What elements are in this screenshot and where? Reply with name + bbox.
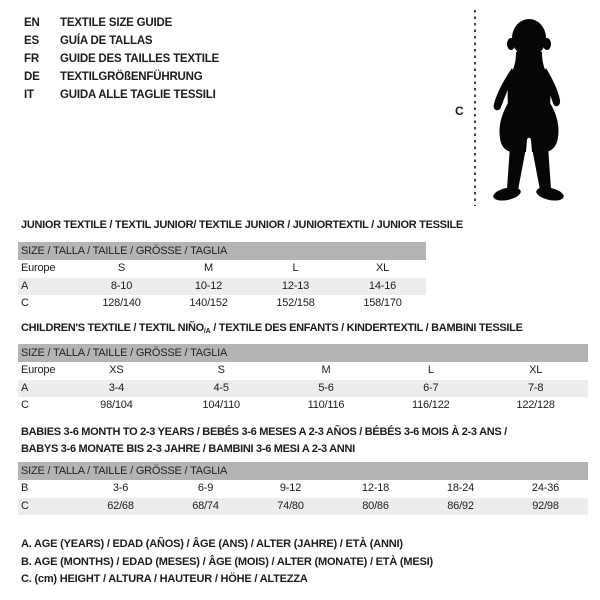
- language-code: ES: [24, 35, 39, 47]
- table-cell: 92/98: [532, 499, 559, 512]
- table-cell: XS: [109, 364, 124, 376]
- babies-title-line1: BABIES 3-6 MONTH TO 2-3 YEARS / BEBÉS 3-…: [21, 426, 507, 438]
- language-code: DE: [24, 71, 40, 83]
- legend-line-b: B. AGE (MONTHS) / EDAD (MESES) / ÂGE (MO…: [21, 555, 433, 568]
- language-row-de: DE TEXTILGRÖßENFÜHRUNG: [24, 68, 219, 86]
- table-row: Europe XS S M L XL: [18, 362, 588, 380]
- language-code: EN: [24, 17, 40, 29]
- table-cell: 10-12: [194, 279, 223, 292]
- table-cell: XL: [529, 364, 543, 376]
- table-cell: L: [292, 262, 299, 274]
- table-cell: 7-8: [527, 381, 544, 394]
- babies-size-table: SIZE / TALLA / TAILLE / GRÖSSE / TAGLIA …: [18, 462, 588, 515]
- table-row: Europe S M L XL: [18, 260, 426, 278]
- children-title-part: CHILDREN'S TEXTILE / TEXTIL NIÑO: [21, 322, 204, 334]
- row-label: C: [21, 297, 29, 309]
- table-row: C 98/104 104/110 110/116 116/122 122/128: [18, 397, 588, 415]
- language-label: TEXTILE SIZE GUIDE: [60, 17, 173, 29]
- table-cell: 3-6: [112, 482, 129, 494]
- table-cell: 6-7: [423, 381, 439, 394]
- baby-figure-block: C: [452, 6, 596, 210]
- legend: A. AGE (YEARS) / EDAD (AÑOS) / ÂGE (ANS)…: [21, 536, 433, 589]
- table-row: C 128/140 140/152 152/158 158/170: [18, 295, 426, 313]
- table-row: B 3-6 6-9 9-12 12-18 18-24 24-36: [18, 480, 588, 498]
- language-list: EN TEXTILE SIZE GUIDE ES GUÍA DE TALLAS …: [24, 14, 219, 104]
- language-row-en: EN TEXTILE SIZE GUIDE: [24, 14, 219, 32]
- table-cell: 110/116: [307, 399, 345, 411]
- babies-section-title: BABIES 3-6 MONTH TO 2-3 YEARS / BEBÉS 3-…: [21, 424, 507, 458]
- height-measure-label: C: [455, 104, 464, 118]
- table-cell: 68/74: [192, 499, 219, 512]
- table-cell: 158/170: [363, 297, 402, 309]
- table-cell: 4-5: [213, 381, 230, 394]
- table-cell: 18-24: [446, 482, 475, 494]
- table-cell: 98/104: [100, 399, 133, 411]
- babies-title-line2: BABYS 3-6 MONATE BIS 2-3 JAHRE / BAMBINI…: [21, 443, 355, 455]
- table-cell: 62/68: [107, 499, 134, 512]
- table-cell: 86/92: [447, 499, 474, 512]
- table-cell: 80/86: [362, 499, 389, 512]
- table-cell: 6-9: [197, 482, 214, 494]
- row-label: Europe: [21, 262, 56, 274]
- junior-section-title: JUNIOR TEXTILE / TEXTIL JUNIOR/ TEXTILE …: [21, 219, 463, 231]
- height-dashed-line: [474, 10, 476, 206]
- language-row-it: IT GUIDA ALLE TAGLIE TESSILI: [24, 86, 219, 104]
- table-cell: M: [204, 262, 213, 274]
- table-cell: 104/110: [202, 399, 240, 411]
- table-cell: 3-4: [108, 381, 125, 394]
- table-row: C 62/68 68/74 74/80 80/86 86/92 92/98: [18, 497, 588, 515]
- children-section-title: CHILDREN'S TEXTILE / TEXTIL NIÑO/A / TEX…: [21, 320, 523, 340]
- table-cell: L: [427, 364, 434, 376]
- table-cell: 122/128: [516, 399, 555, 411]
- row-label: B: [21, 482, 29, 494]
- table-cell: 9-12: [279, 482, 302, 494]
- legend-line-c: C. (cm) HEIGHT / ALTURA / HAUTEUR / HÖHE…: [21, 573, 308, 585]
- language-row-es: ES GUÍA DE TALLAS: [24, 32, 219, 50]
- size-header-band: SIZE / TALLA / TAILLE / GRÖSSE / TAGLIA: [18, 462, 588, 480]
- table-cell: M: [321, 364, 331, 376]
- children-size-table: SIZE / TALLA / TAILLE / GRÖSSE / TAGLIA …: [18, 344, 588, 415]
- table-cell: 5-6: [318, 381, 334, 394]
- legend-line-a: A. AGE (YEARS) / EDAD (AÑOS) / ÂGE (ANS)…: [21, 538, 403, 550]
- language-label: GUIDE DES TAILLES TEXTILE: [60, 53, 219, 65]
- table-cell: 128/140: [102, 297, 141, 309]
- size-header-band: SIZE / TALLA / TAILLE / GRÖSSE / TAGLIA: [18, 242, 426, 260]
- table-row: A 3-4 4-5 5-6 6-7 7-8: [18, 379, 588, 397]
- language-label: GUÍA DE TALLAS: [60, 35, 153, 47]
- row-label: A: [21, 381, 29, 394]
- table-cell: 116/122: [412, 399, 450, 411]
- language-label: TEXTILGRÖßENFÜHRUNG: [60, 71, 203, 83]
- table-cell: 24-36: [531, 482, 560, 494]
- table-cell: S: [217, 364, 225, 376]
- language-code: IT: [24, 89, 34, 101]
- language-label: GUIDA ALLE TAGLIE TESSILI: [60, 89, 216, 101]
- table-cell: 74/80: [277, 499, 304, 512]
- row-label: Europe: [21, 364, 56, 376]
- row-label: C: [21, 499, 29, 512]
- language-row-fr: FR GUIDE DES TAILLES TEXTILE: [24, 50, 219, 68]
- junior-size-table: SIZE / TALLA / TAILLE / GRÖSSE / TAGLIA …: [18, 242, 426, 313]
- row-label: A: [21, 279, 29, 292]
- table-cell: 14-16: [368, 279, 397, 292]
- children-title-part: / TEXTILE DES ENFANTS / KINDERTEXTIL / B…: [210, 322, 523, 334]
- table-cell: 12-13: [281, 279, 310, 292]
- children-title-subscript: /A: [203, 328, 211, 335]
- baby-silhouette-icon: [493, 19, 564, 201]
- language-code: FR: [24, 53, 39, 65]
- table-cell: 152/158: [276, 297, 315, 309]
- table-row: A 8-10 10-12 12-13 14-16: [18, 277, 426, 295]
- table-cell: 140/152: [189, 297, 228, 309]
- size-header-band: SIZE / TALLA / TAILLE / GRÖSSE / TAGLIA: [18, 344, 588, 362]
- table-cell: XL: [375, 262, 390, 274]
- table-cell: S: [117, 262, 126, 274]
- row-label: C: [21, 399, 29, 411]
- table-cell: 8-10: [110, 279, 133, 292]
- table-cell: 12-18: [361, 482, 390, 494]
